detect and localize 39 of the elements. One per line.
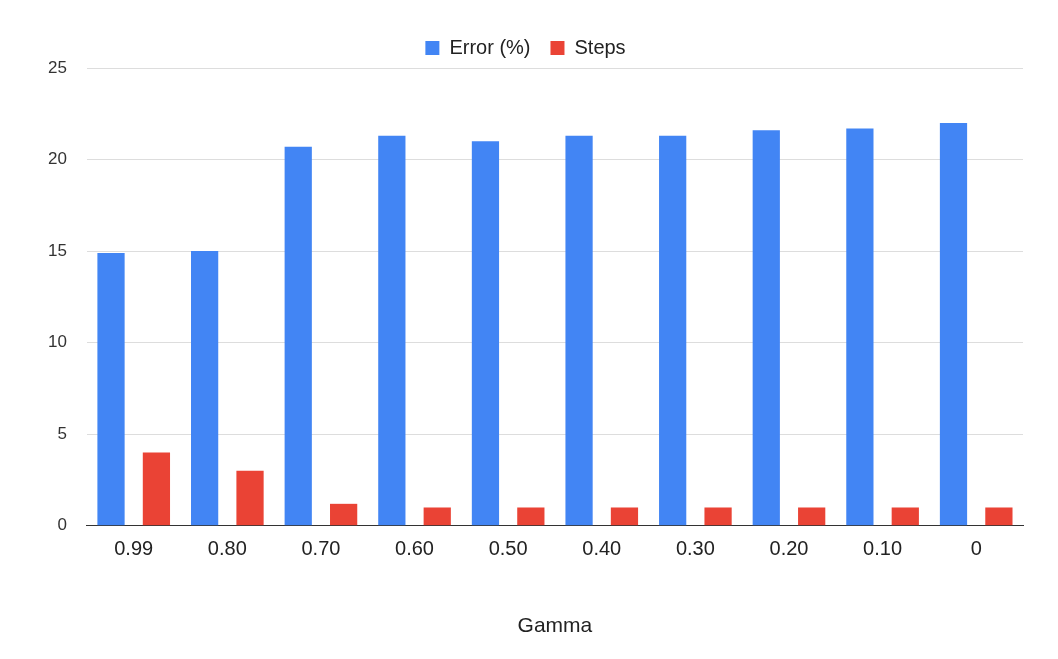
bar [142, 452, 171, 526]
y-tick-label: 25 [47, 57, 67, 77]
x-tick-label: 0 [970, 537, 982, 560]
bar [891, 507, 919, 526]
x-tick-label: 0.40 [582, 537, 622, 560]
x-tick-label: 0.20 [769, 537, 809, 560]
bar [517, 507, 545, 526]
bar [423, 507, 451, 526]
x-tick-label: 0.99 [114, 537, 154, 560]
y-tick-label: 10 [47, 332, 67, 352]
y-tick-label: 5 [57, 423, 67, 443]
bar [985, 507, 1013, 526]
bar [704, 507, 732, 526]
x-tick-label: 0.50 [488, 537, 528, 560]
bar [284, 146, 312, 526]
legend-label: Steps [574, 35, 626, 58]
x-tick-label: 0.30 [675, 537, 715, 560]
bar [97, 252, 125, 526]
bar [471, 141, 500, 526]
y-tick-label: 0 [57, 515, 67, 535]
bar [752, 130, 780, 526]
x-tick-label: 0.10 [863, 537, 903, 560]
bar [565, 135, 593, 526]
bar [798, 507, 826, 526]
bar [378, 135, 406, 526]
y-tick-label: 20 [47, 149, 67, 169]
x-tick-label: 0.80 [207, 537, 247, 560]
x-axis-title: Gamma [517, 613, 593, 637]
bar [659, 135, 687, 526]
bar [191, 251, 219, 526]
bar [939, 122, 968, 526]
bar [610, 507, 639, 526]
bar [846, 128, 874, 526]
x-tick-label: 0.70 [301, 537, 341, 560]
bar [330, 503, 358, 526]
x-tick-label: 0.60 [395, 537, 435, 560]
bar [236, 470, 264, 526]
legend-label: Error (%) [449, 35, 531, 58]
y-tick-label: 15 [47, 240, 67, 260]
